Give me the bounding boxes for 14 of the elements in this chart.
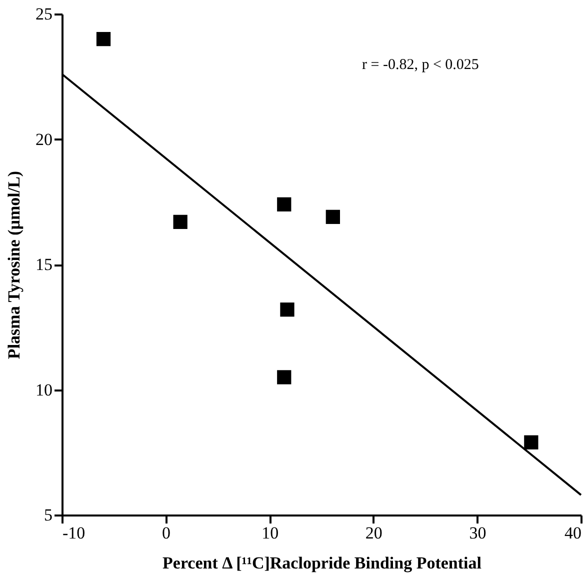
y-tick-label: 15 [36,255,52,274]
x-tick-label: 20 [365,524,382,542]
x-tick-label: 0 [162,524,171,542]
x-tick-label: 10 [262,524,279,542]
y-tick-label: 25 [36,4,52,24]
annotation: r = -0.82, p < 0.025 [362,57,479,73]
x-axis-title: Percent Δ [¹¹C]Raclopride Binding Potential [162,554,482,572]
y-axis-title: Plasma Tyrosine (μmol/L) [4,170,24,360]
y-tick-label: 10 [36,380,52,400]
x-tick-label: 30 [469,524,486,542]
x-tick-label: -10 [62,524,86,542]
y-tick-label: 20 [36,130,52,149]
x-tick-label: 40 [564,524,582,542]
y-tick-label: 5 [44,506,52,524]
